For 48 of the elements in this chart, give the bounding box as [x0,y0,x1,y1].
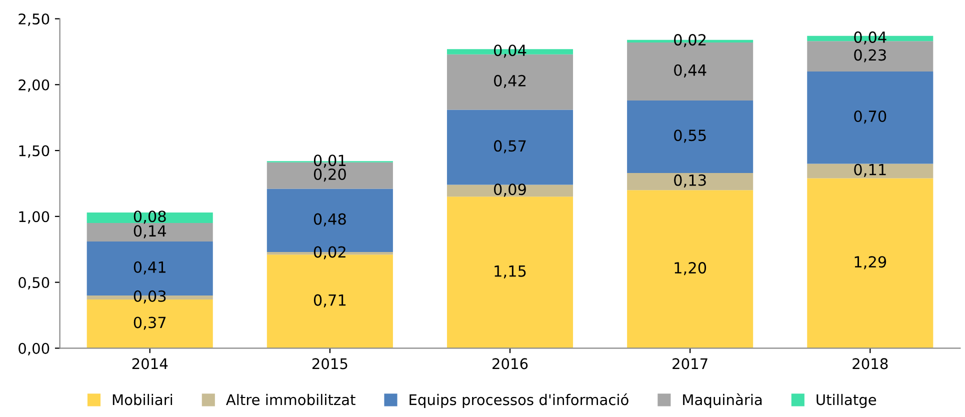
data-label: 0,20 [314,168,346,182]
x-tick-label: 2015 [312,358,348,370]
data-label: 1,20 [674,262,706,276]
data-label: 0,14 [134,225,166,238]
data-label: 0,23 [854,49,886,62]
data-label: 0,70 [854,110,886,124]
data-label: 0,55 [674,130,706,143]
data-label: 0,09 [494,184,526,197]
x-tick-label: 2016 [492,358,528,370]
bar [807,178,934,348]
data-label: 0,71 [314,294,346,308]
x-tick-label: 2017 [672,358,708,370]
data-label: 0,37 [134,316,166,330]
data-label: 0,48 [314,213,346,226]
bar [627,100,754,173]
data-label: 0,44 [674,64,706,78]
data-label: 1,29 [854,256,886,270]
y-tick-label: 0,50 [18,277,50,290]
data-label: 1,15 [494,266,526,278]
legend-label: Altre immobilitzat [226,394,356,406]
bar [807,164,934,178]
bar [627,190,754,348]
bar [86,212,213,224]
y-tick-label: 1,00 [19,211,50,224]
bar [86,223,213,242]
bar [627,172,754,190]
bar [807,71,934,164]
data-label: 0,08 [134,210,166,224]
y-tick-label: 2,50 [18,13,50,26]
y-tick-label: 2,00 [18,79,50,92]
bar [446,184,574,197]
bar [446,196,574,348]
x-tick-label: 2014 [132,358,168,370]
data-label: 0,42 [494,74,526,88]
data-label: 0,11 [854,164,886,177]
data-label: 0,01 [314,154,346,168]
bar [446,110,574,185]
data-label: 0,13 [674,174,706,188]
y-tick-label: 1,50 [19,145,50,158]
data-label: 0,02 [674,34,706,48]
legend-label: Utillatge [816,394,876,408]
legend-label: Maquinària [683,393,762,408]
data-label: 0,57 [494,140,526,154]
y-tick-label: 0,00 [18,342,50,356]
legend-label: Mobiliari [112,394,172,406]
data-label: 0,41 [134,261,166,274]
legend-label: Equips processos d'informació [410,393,628,408]
x-tick-label: 2018 [852,358,888,370]
